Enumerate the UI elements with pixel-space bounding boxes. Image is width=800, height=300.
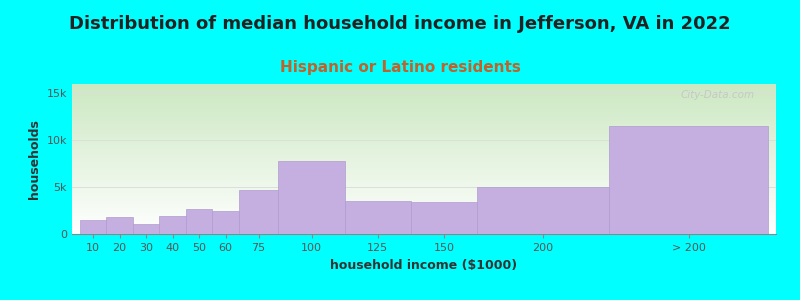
Bar [159, 216, 186, 234]
Bar [278, 161, 345, 234]
Bar [345, 201, 410, 234]
Bar [212, 211, 238, 234]
Text: City-Data.com: City-Data.com [681, 90, 755, 100]
Text: Hispanic or Latino residents: Hispanic or Latino residents [279, 60, 521, 75]
Bar [610, 126, 768, 234]
Bar [106, 217, 133, 234]
Bar [133, 224, 159, 234]
Bar [238, 190, 278, 234]
Bar [477, 187, 610, 234]
X-axis label: household income ($1000): household income ($1000) [330, 259, 518, 272]
Y-axis label: households: households [28, 119, 41, 199]
Text: Distribution of median household income in Jefferson, VA in 2022: Distribution of median household income … [69, 15, 731, 33]
Bar [186, 209, 212, 234]
Bar [410, 202, 477, 234]
Bar [80, 220, 106, 234]
